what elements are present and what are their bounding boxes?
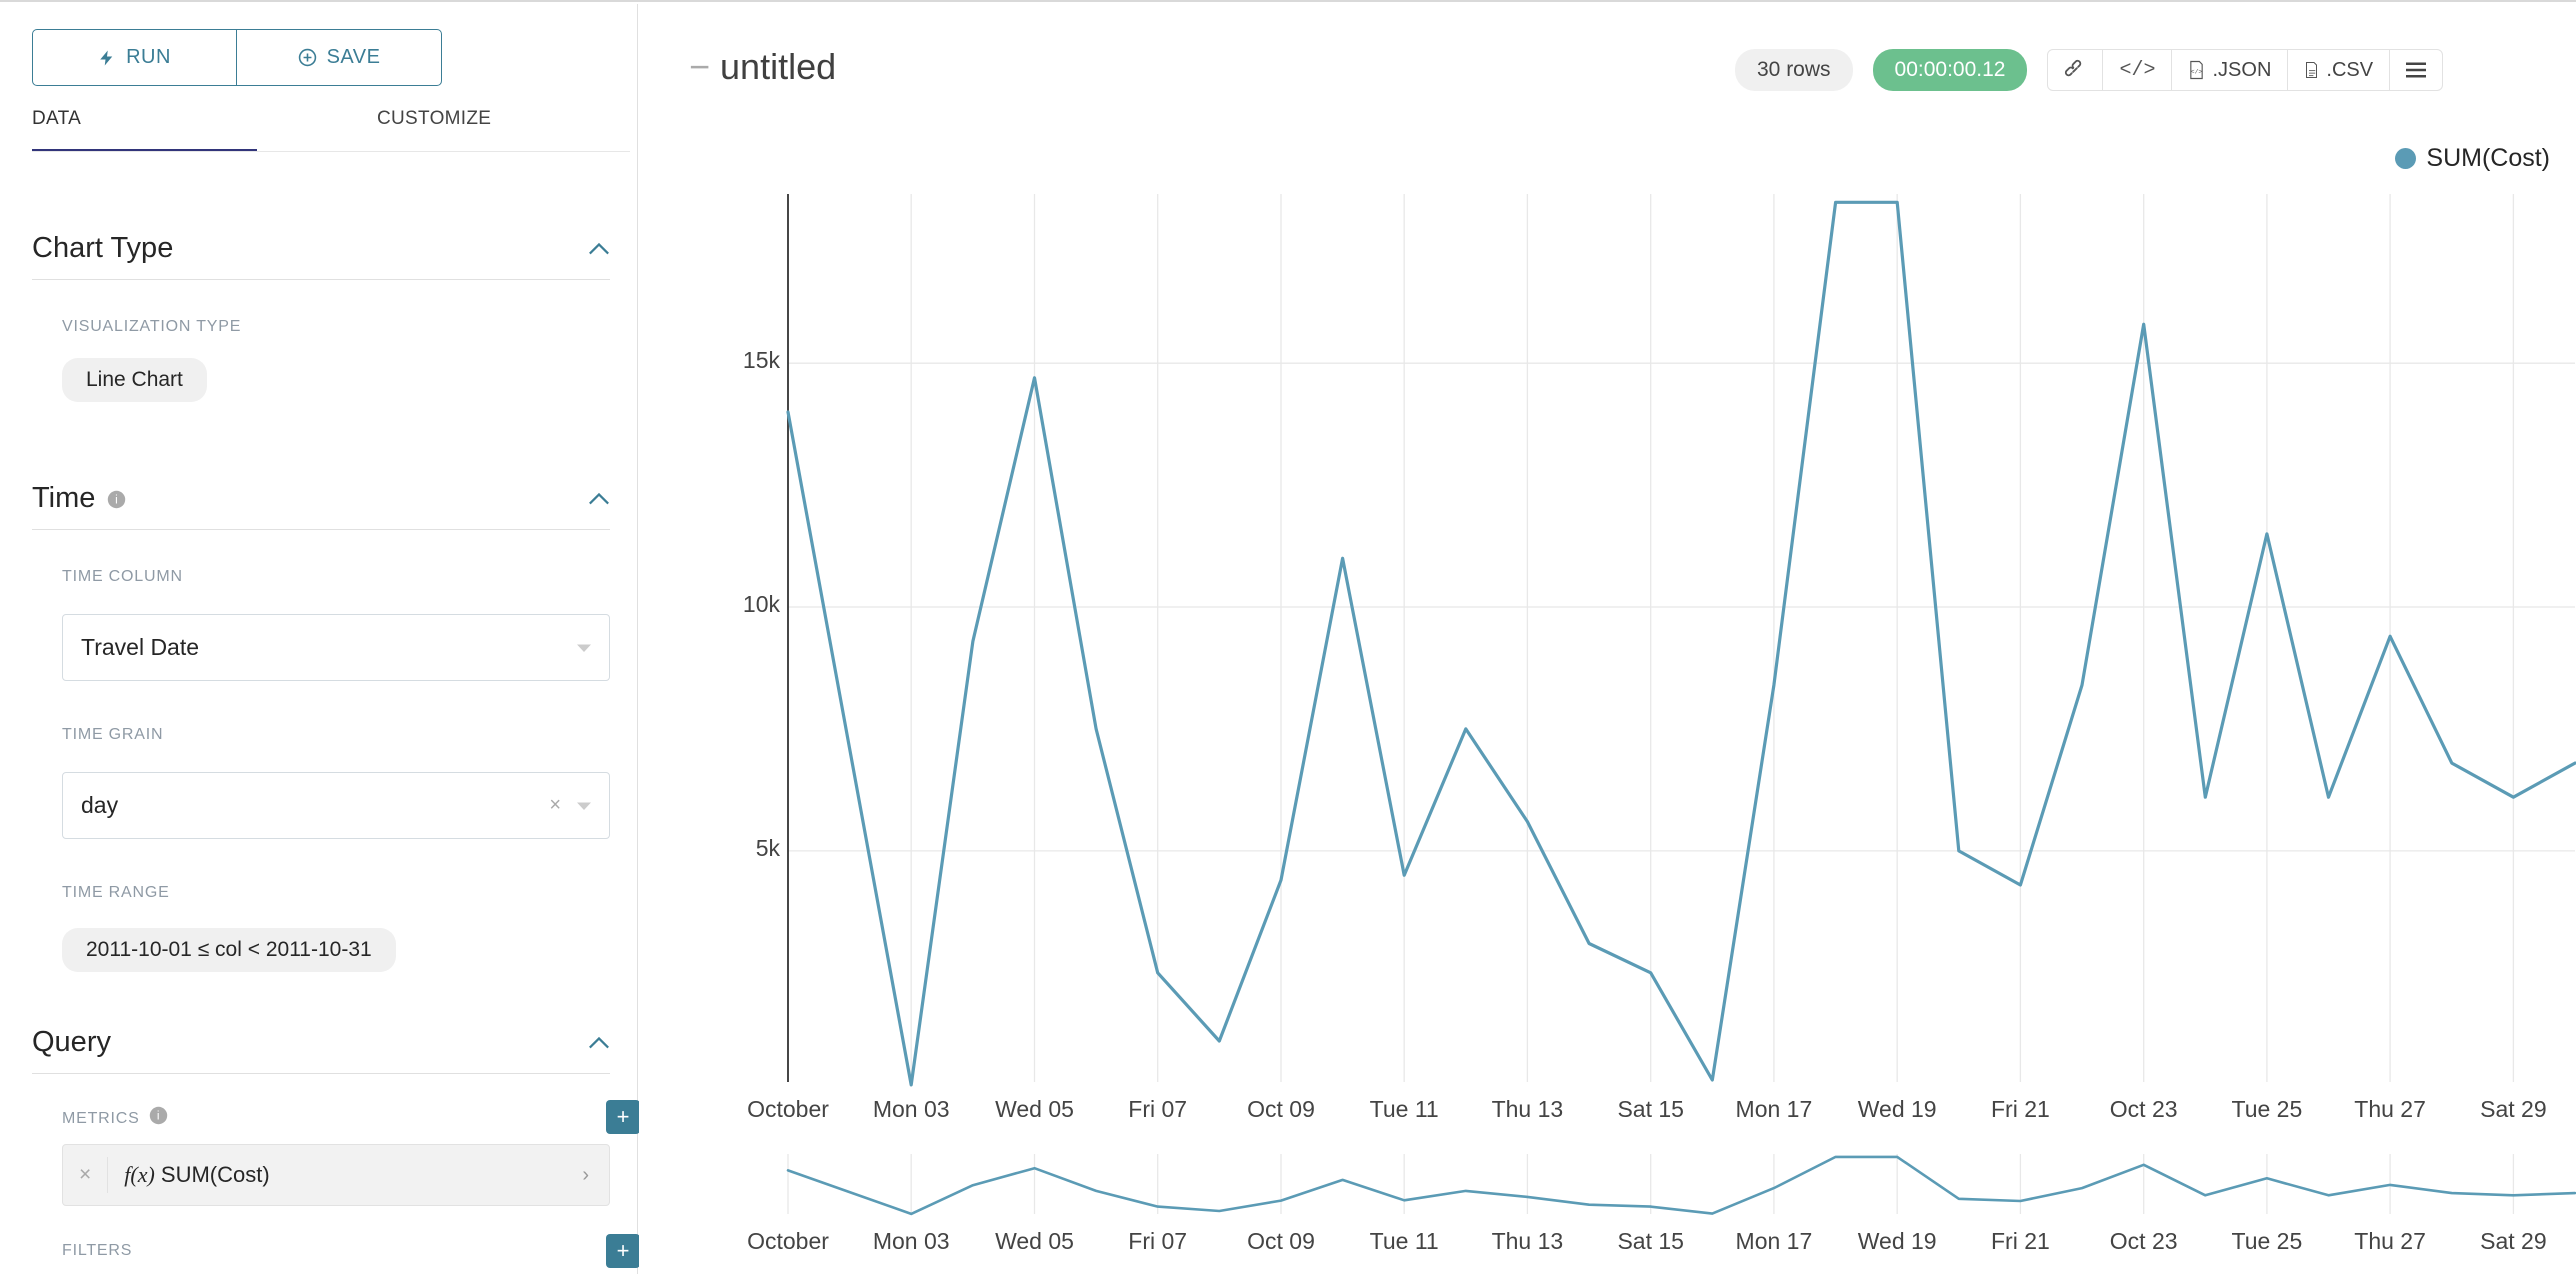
- svg-text:i: i: [157, 1108, 160, 1122]
- svg-text:i: i: [116, 492, 119, 506]
- svg-text:</>: </>: [2191, 69, 2203, 76]
